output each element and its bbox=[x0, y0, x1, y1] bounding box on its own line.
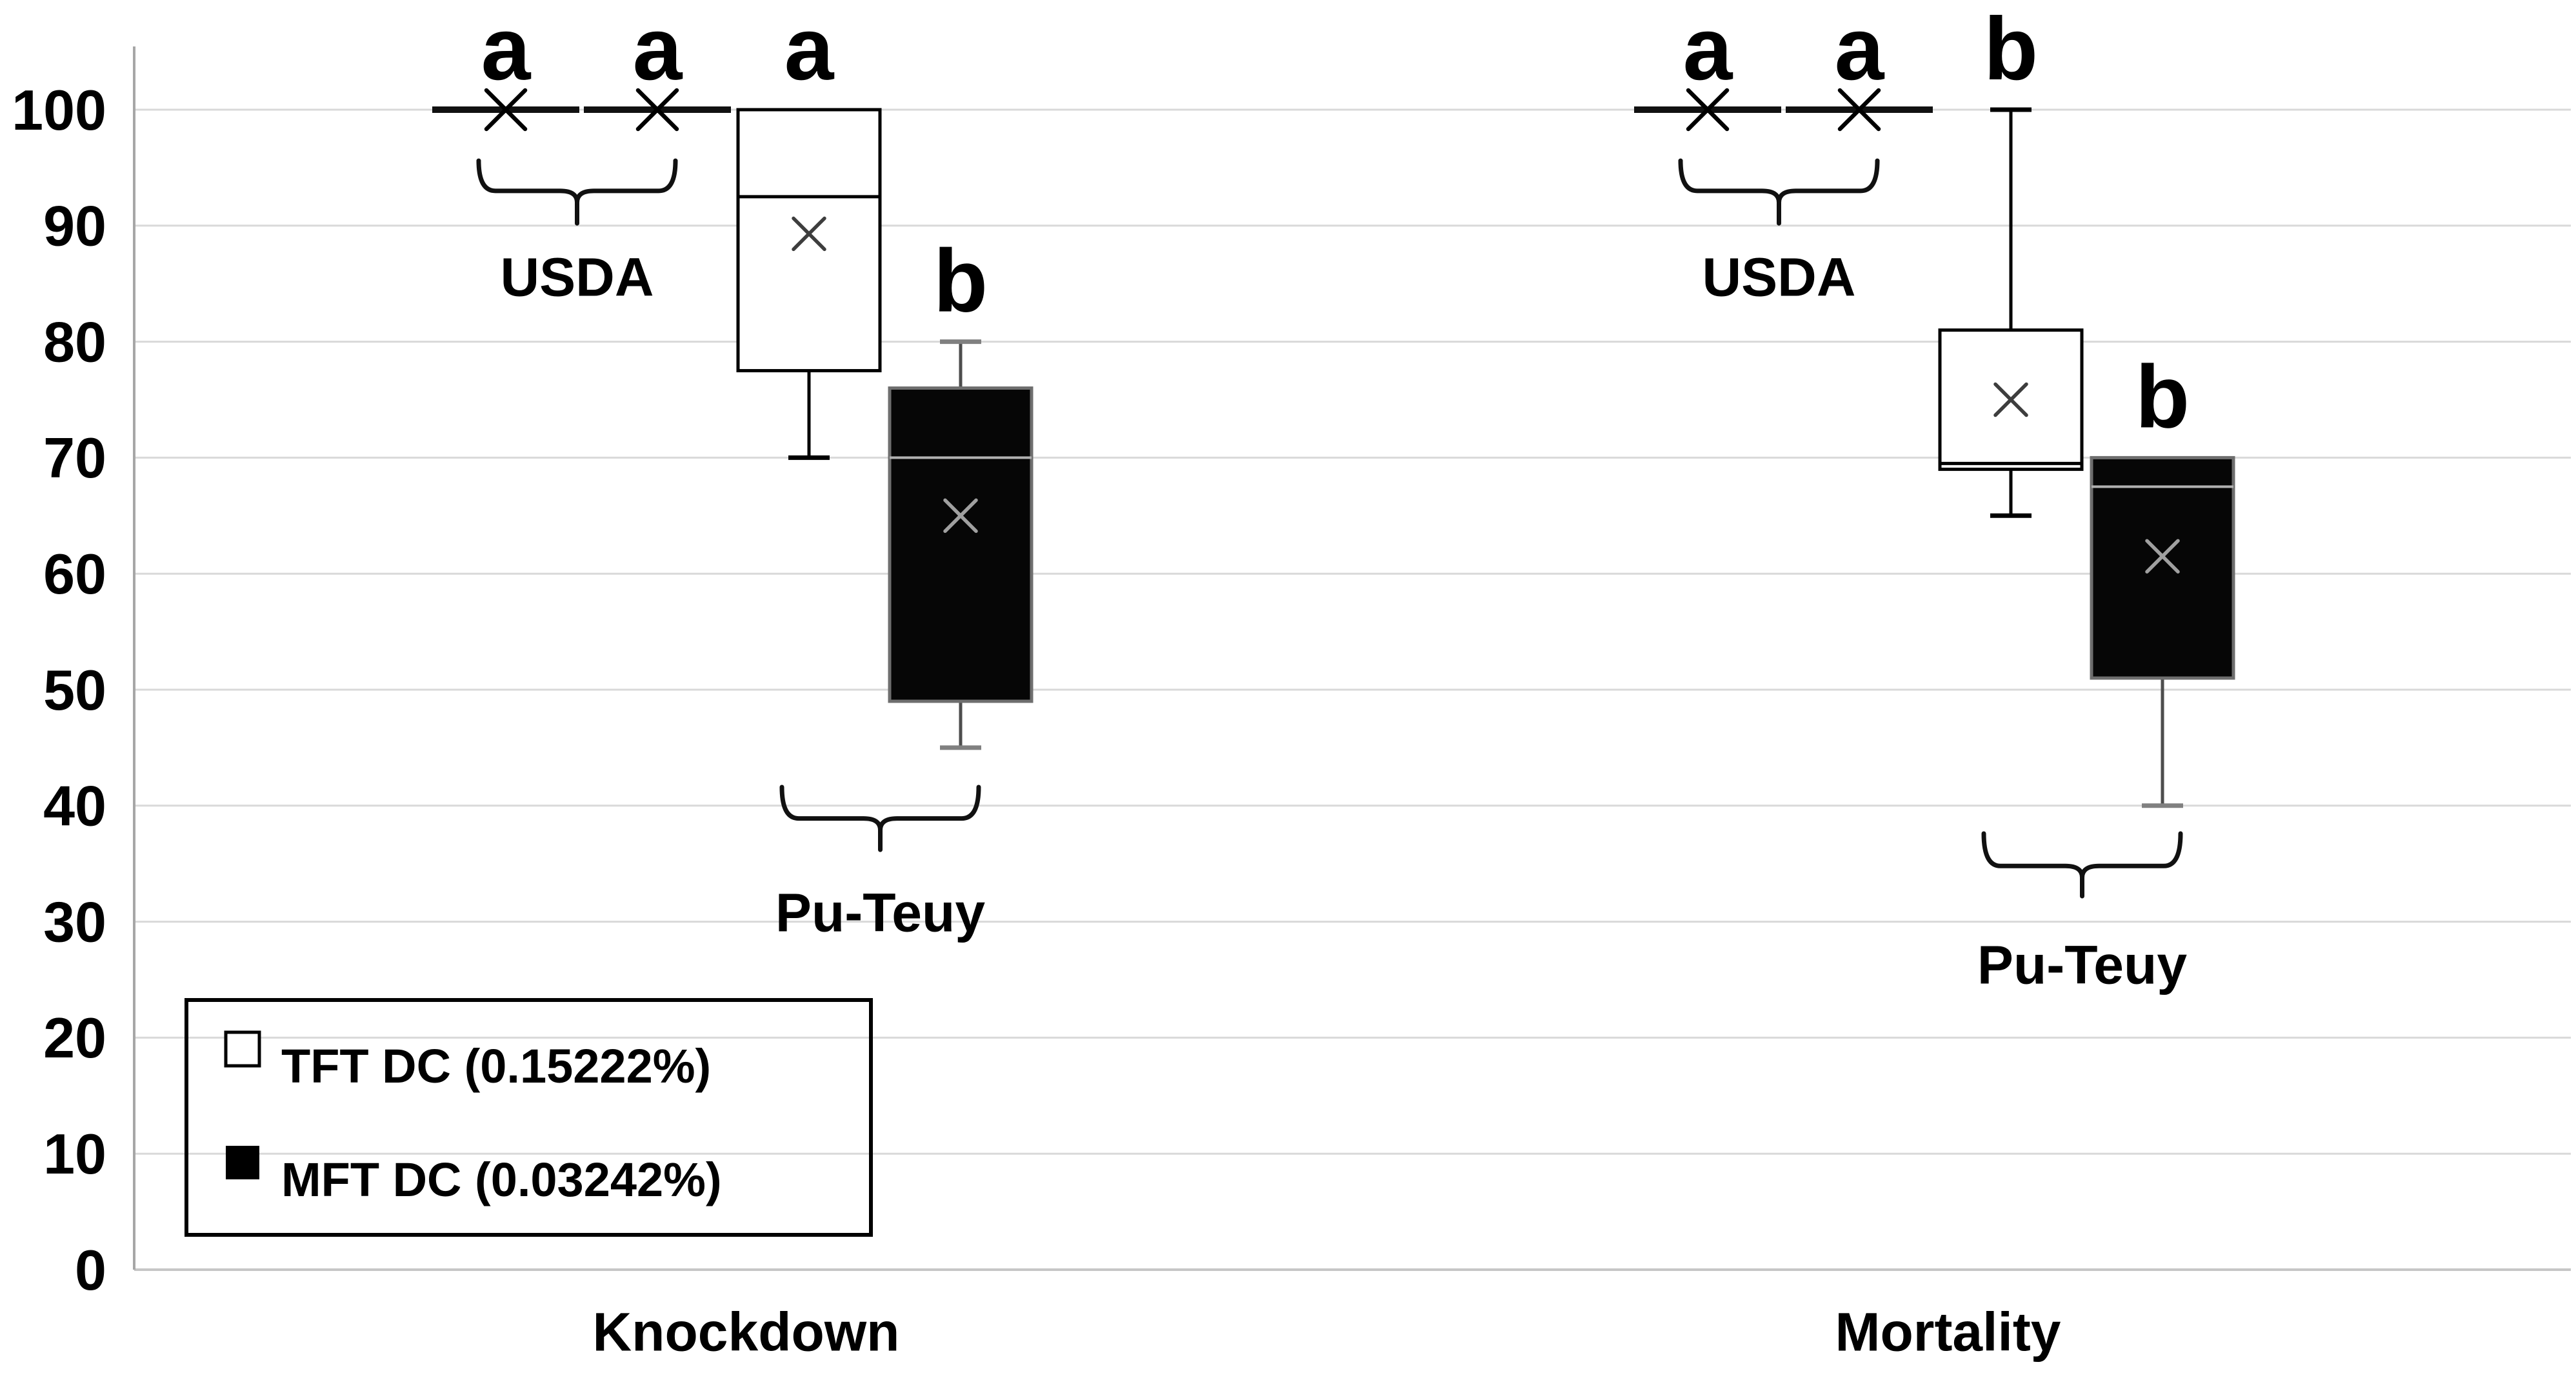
legend-label: MFT DC (0.03242%) bbox=[281, 1153, 722, 1206]
strain-bracket bbox=[1777, 158, 1880, 205]
significance-letter: a bbox=[633, 0, 683, 99]
significance-letter: a bbox=[1835, 0, 1885, 99]
legend-swatch-mft bbox=[226, 1146, 259, 1179]
y-tick-label: 50 bbox=[43, 658, 106, 722]
significance-letter: b bbox=[2135, 347, 2190, 446]
strain-bracket bbox=[878, 785, 981, 833]
significance-letter: a bbox=[481, 0, 532, 99]
x-category-label: Knockdown bbox=[593, 1301, 900, 1362]
y-tick-label: 60 bbox=[43, 542, 106, 606]
box bbox=[2090, 455, 2235, 680]
y-tick-label: 40 bbox=[43, 774, 106, 838]
y-tick-label: 20 bbox=[43, 1006, 106, 1070]
strain-bracket bbox=[2080, 831, 2183, 880]
mean-x-marker bbox=[1837, 88, 1881, 132]
box bbox=[736, 108, 882, 373]
legend-swatch-tft bbox=[224, 1030, 261, 1068]
y-tick-label: 90 bbox=[43, 194, 106, 258]
mean-x-marker bbox=[1993, 382, 2028, 417]
y-tick-label: 30 bbox=[43, 890, 106, 954]
strain-label: USDA bbox=[500, 246, 654, 307]
strain-label: Pu-Teuy bbox=[775, 883, 985, 943]
y-tick-label: 0 bbox=[75, 1238, 106, 1302]
mean-x-marker bbox=[635, 88, 679, 132]
x-category-label: Mortality bbox=[1835, 1301, 2061, 1362]
y-tick-label: 10 bbox=[43, 1122, 106, 1186]
mean-x-marker bbox=[1686, 88, 1730, 132]
legend-box bbox=[185, 998, 873, 1237]
mean-x-marker bbox=[2145, 539, 2180, 574]
y-tick-label: 70 bbox=[43, 426, 106, 490]
significance-letter: b bbox=[1984, 0, 2038, 99]
mean-x-marker bbox=[484, 88, 528, 132]
significance-letter: a bbox=[1683, 0, 1733, 99]
significance-letter: a bbox=[784, 0, 835, 99]
y-tick-label: 80 bbox=[43, 310, 106, 374]
strain-bracket bbox=[575, 158, 678, 205]
y-tick-label: 100 bbox=[12, 78, 106, 142]
mean-x-marker bbox=[943, 498, 978, 534]
box bbox=[888, 386, 1033, 703]
mean-x-marker bbox=[792, 216, 826, 252]
significance-letter: b bbox=[934, 232, 988, 331]
legend-label: TFT DC (0.15222%) bbox=[281, 1039, 711, 1093]
strain-label: USDA bbox=[1702, 246, 1855, 307]
strain-label: Pu-Teuy bbox=[1977, 935, 2187, 995]
